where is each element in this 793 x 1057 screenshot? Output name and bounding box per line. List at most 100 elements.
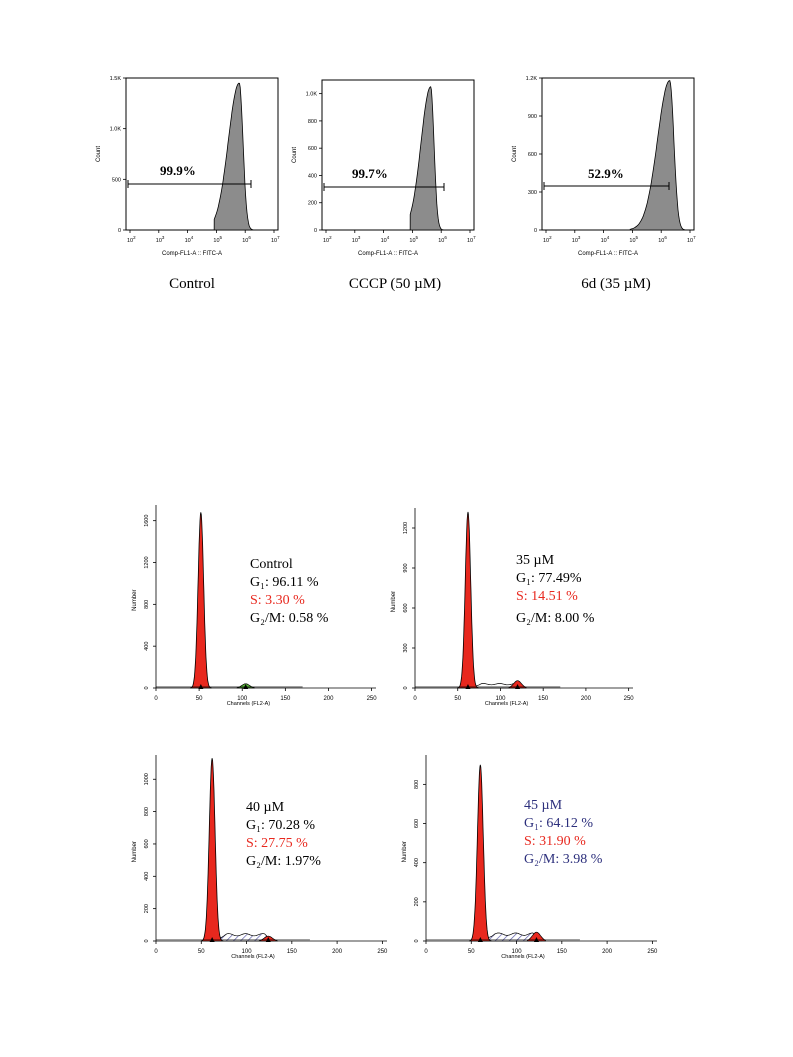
x-tick-label: 200 — [581, 696, 592, 702]
y-axis-label: Number — [391, 591, 397, 612]
x-axis-label: Comp-FL1-A :: FITC-A — [162, 251, 222, 257]
y-tick-label: 1.0K — [110, 127, 122, 133]
x-tick-label: 50 — [198, 949, 205, 955]
x-tick-label: 50 — [468, 949, 475, 955]
g1-peak — [190, 512, 212, 689]
y-tick-label: 800 — [414, 780, 420, 789]
y-tick-label: 1.2K — [526, 76, 538, 82]
y-tick-label: 600 — [144, 839, 150, 848]
cycle-title: 45 µM — [524, 798, 563, 813]
x-tick-label: 102 — [127, 235, 136, 244]
g2m-peak — [527, 931, 546, 942]
cycle-annotation-40um: 40 µM G₁: 70.28 % S: 27.75 % G₂/M: 1.97% — [246, 799, 321, 871]
y-tick-label: 400 — [414, 858, 420, 867]
y-tick-label: 600 — [528, 152, 537, 158]
x-tick-label: 250 — [624, 696, 635, 702]
histogram-area — [629, 80, 686, 231]
x-tick-label: 107 — [687, 235, 696, 244]
x-tick-label: 150 — [280, 696, 291, 702]
x-axis-label: Comp-FL1-A :: FITC-A — [578, 251, 638, 257]
y-tick-label: 400 — [144, 872, 150, 881]
cycle-g1: G₁: 64.12 % — [524, 816, 594, 831]
y-tick-label: 900 — [403, 563, 409, 572]
x-tick-label: 106 — [438, 235, 447, 244]
x-tick-label: 103 — [156, 235, 165, 244]
peak-marker — [265, 937, 271, 942]
x-tick-label: 103 — [352, 235, 361, 244]
x-tick-label: 107 — [467, 235, 476, 244]
cycle-title: 35 µM — [516, 553, 555, 568]
x-axis-label: Channels (FL2-A) — [501, 954, 545, 960]
y-tick-label: 1.0K — [306, 92, 318, 98]
x-tick-label: 250 — [377, 949, 388, 955]
y-tick-label: 1600 — [144, 515, 150, 527]
x-tick-label: 104 — [601, 235, 610, 244]
x-tick-label: 0 — [424, 949, 428, 955]
y-axis-label: Number — [402, 841, 408, 862]
x-axis-label: Channels (FL2-A) — [231, 954, 275, 960]
gate-percent: 99.7% — [352, 166, 388, 181]
gate-percent: 52.9% — [588, 166, 624, 181]
x-tick-label: 0 — [154, 949, 158, 955]
cycle-s: S: 14.51 % — [516, 589, 578, 604]
y-tick-label: 600 — [414, 819, 420, 828]
cycle-g2m: G₂/M: 1.97% — [246, 854, 321, 869]
y-tick-label: 0 — [403, 686, 409, 689]
y-tick-label: 300 — [528, 190, 537, 196]
cycle-panel: 0 200 400 600 800 1000 0 50 100 150 200 250 Channels… — [132, 755, 388, 960]
peak-marker — [533, 937, 539, 942]
x-tick-label: 102 — [543, 235, 552, 244]
cycle-s: S: 27.75 % — [246, 836, 308, 851]
cycle-s: S: 3.30 % — [250, 593, 305, 608]
flow-panel: 0 300 600 900 1.2K 102 103 104 105 106 107 Count Com… — [512, 76, 696, 257]
x-tick-label: 100 — [237, 696, 248, 702]
y-tick-label: 900 — [528, 114, 537, 120]
y-tick-label: 200 — [308, 201, 317, 207]
y-tick-label: 1.5K — [110, 76, 122, 82]
cycle-s: S: 31.90 % — [524, 834, 586, 849]
peak-marker — [243, 684, 249, 689]
x-tick-label: 100 — [242, 949, 253, 955]
flow-caption-6d: 6d (35 µM) — [581, 276, 651, 292]
y-tick-label: 0 — [534, 228, 537, 234]
peak-marker — [477, 937, 483, 942]
x-axis-label: Channels (FL2-A) — [485, 701, 529, 707]
cycle-annotation-35um: 35 µM G₁: 77.49% S: 14.51 % G₂/M: 8.00 % — [516, 552, 594, 628]
x-tick-label: 50 — [196, 696, 203, 702]
x-axis-label: Comp-FL1-A :: FITC-A — [358, 251, 418, 257]
x-axis-label: Channels (FL2-A) — [227, 701, 271, 707]
flow-caption-cccp: CCCP (50 µM) — [348, 276, 442, 292]
y-tick-label: 0 — [414, 939, 420, 942]
cycle-g2m: G₂/M: 0.58 % — [250, 611, 329, 626]
y-tick-label: 600 — [308, 146, 317, 152]
flow-caption-control: Control — [169, 276, 215, 292]
peak-marker — [198, 684, 204, 689]
cycle-title: 40 µM — [246, 800, 285, 815]
y-tick-label: 500 — [112, 177, 121, 183]
cycle-title: Control — [250, 557, 293, 572]
g1-peak — [200, 758, 224, 942]
cycle-panel: 0 400 800 1200 1600 0 50 100 150 200 250 Channels (… — [132, 505, 377, 707]
y-tick-label: 0 — [314, 228, 317, 234]
y-tick-label: 800 — [308, 119, 317, 125]
x-tick-label: 105 — [409, 235, 418, 244]
cycle-annotation-control: Control G₁: 96.11 % S: 3.30 % G₂/M: 0.58… — [250, 556, 328, 628]
x-tick-label: 106 — [658, 235, 667, 244]
x-tick-label: 107 — [271, 235, 280, 244]
y-tick-label: 0 — [118, 228, 121, 234]
x-tick-label: 104 — [381, 235, 390, 244]
cycle-annotation-45um: 45 µM G₁: 64.12 % S: 31.90 % G₂/M: 3.98 … — [524, 797, 602, 869]
x-tick-label: 102 — [323, 235, 332, 244]
x-tick-label: 150 — [287, 949, 298, 955]
y-axis-label: Number — [132, 841, 138, 862]
x-tick-label: 100 — [512, 949, 523, 955]
g1-peak — [457, 511, 479, 689]
y-tick-label: 1200 — [144, 556, 150, 568]
x-tick-label: 100 — [495, 696, 506, 702]
y-axis-label: Number — [132, 589, 138, 610]
peak-marker — [209, 937, 215, 942]
y-axis-label: Count — [292, 147, 298, 163]
y-tick-label: 600 — [403, 603, 409, 612]
x-tick-label: 104 — [185, 235, 194, 244]
